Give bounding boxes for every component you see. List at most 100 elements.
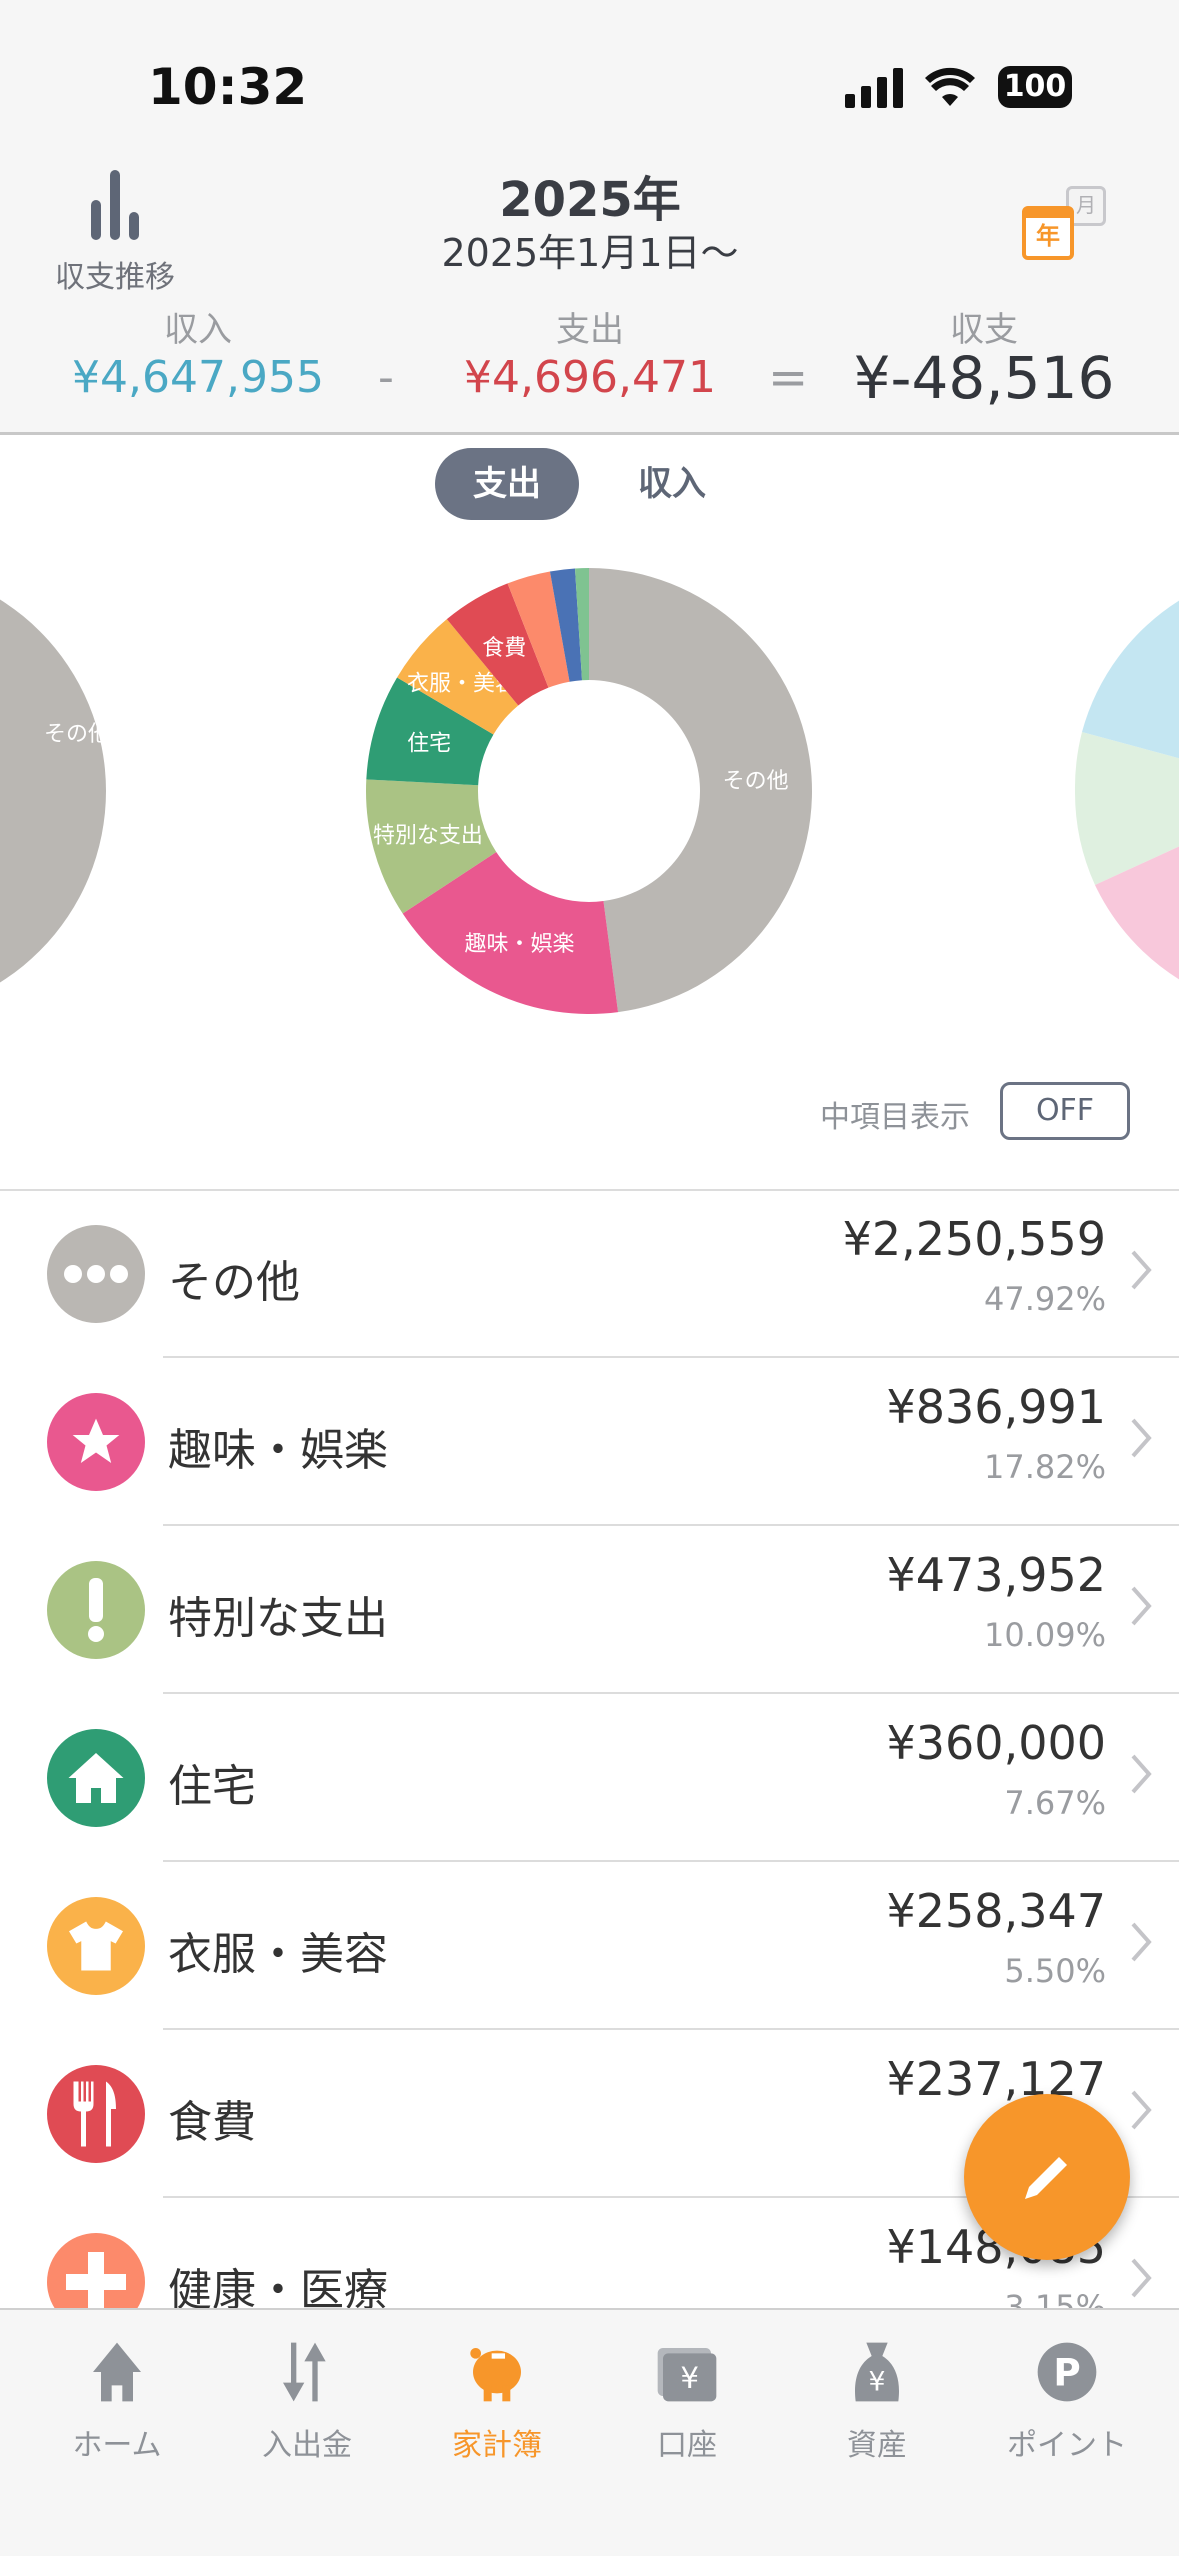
category-name: その他	[168, 1257, 300, 1308]
svg-text:P: P	[1053, 2350, 1080, 2394]
income-value: ¥4,647,955	[72, 352, 324, 403]
chevron-right-icon	[1131, 2258, 1152, 2298]
tab-expense[interactable]: 支出	[435, 448, 579, 520]
donut-slice[interactable]	[574, 568, 589, 681]
svg-text:¥: ¥	[680, 2361, 699, 2395]
calendar-toggle-button[interactable]: 月 年	[1020, 186, 1110, 266]
category-row[interactable]: 特別な支出 ¥473,952 10.09%	[0, 1526, 1179, 1694]
donut-slice[interactable]	[549, 568, 583, 682]
bar-chart-icon	[91, 170, 139, 240]
category-amount: ¥258,347	[886, 1884, 1107, 1938]
tab-income[interactable]: 収入	[638, 464, 706, 504]
nav-item[interactable]: P ポイント	[972, 2340, 1162, 2464]
divider	[163, 1692, 1179, 1694]
category-row[interactable]: 趣味・娯楽 ¥836,991 17.82%	[0, 1358, 1179, 1526]
category-amount: ¥473,952	[886, 1548, 1107, 1602]
category-amount: ¥2,250,559	[842, 1212, 1106, 1266]
transfer-icon	[283, 2342, 326, 2402]
donut-slice[interactable]	[365, 779, 497, 914]
donut-slice[interactable]	[589, 568, 812, 1013]
category-percent: 47.92%	[983, 1280, 1106, 1318]
category-name: 趣味・娯楽	[168, 1425, 388, 1476]
nav-label: ポイント	[1007, 2428, 1127, 2463]
donut-slice[interactable]	[507, 571, 570, 688]
category-name: 衣服・美容	[168, 1929, 388, 1980]
shirt-icon	[47, 1897, 145, 1995]
income-label: 収入	[164, 310, 232, 350]
piggy-bank-icon	[470, 2348, 521, 2402]
points-icon: P	[1037, 2342, 1097, 2402]
category-percent: 7.67%	[1004, 1784, 1106, 1822]
chevron-right-icon	[1131, 1418, 1152, 1458]
trend-label: 収支推移	[55, 260, 175, 295]
header: 10:32 100 収支推移 2025年 2025年1月1日〜 月 年 収入 ¥…	[0, 0, 1179, 435]
donut-slice-label: 特別な支出	[373, 824, 483, 849]
donut-slice[interactable]	[366, 677, 494, 786]
expense-value: ¥4,696,471	[464, 352, 716, 403]
nav-item[interactable]: 家計簿	[402, 2340, 592, 2464]
nav-label: 入出金	[262, 2428, 352, 2463]
svg-text:¥: ¥	[869, 2367, 886, 2398]
category-name: 特別な支出	[168, 1593, 388, 1644]
chevron-right-icon	[1131, 1586, 1152, 1626]
expense-label: 支出	[556, 310, 624, 350]
nav-item[interactable]: ホーム	[22, 2340, 212, 2464]
nav-item[interactable]: ¥ 資産	[782, 2340, 972, 2464]
donut-slice-label: 住宅	[407, 732, 451, 757]
nav-item[interactable]: ¥ 口座	[592, 2340, 782, 2464]
category-percent: 17.82%	[983, 1448, 1106, 1486]
category-amount: ¥360,000	[886, 1716, 1107, 1770]
nav-label: 口座	[657, 2428, 717, 2463]
star-icon	[47, 1393, 145, 1491]
donut-slice[interactable]	[397, 619, 519, 735]
previous-pie	[0, 599, 106, 983]
battery-icon: 100	[998, 66, 1072, 108]
category-row[interactable]: その他 ¥2,250,559 47.92%	[0, 1190, 1179, 1358]
account-icon: ¥	[657, 2348, 717, 2402]
chevron-right-icon	[1131, 1922, 1152, 1962]
nav-label: 資産	[847, 2428, 907, 2463]
divider	[163, 1356, 1179, 1358]
donut-slice[interactable]	[446, 583, 549, 706]
divider	[163, 1860, 1179, 1862]
donut-slice-label: 食費	[482, 636, 526, 661]
chevron-right-icon	[1131, 2090, 1152, 2130]
fork-knife-icon	[47, 2065, 145, 2163]
house-icon	[47, 1729, 145, 1827]
balance-value: ¥-48,516	[853, 344, 1115, 412]
chevron-right-icon	[1131, 1250, 1152, 1290]
sub-items-toggle[interactable]: OFF	[1000, 1082, 1130, 1140]
next-pie	[1074, 600, 1179, 980]
category-name: 住宅	[168, 1761, 256, 1812]
category-amount: ¥836,991	[886, 1380, 1107, 1434]
more-icon	[47, 1225, 145, 1323]
divider	[0, 1189, 1179, 1191]
exclamation-icon	[47, 1561, 145, 1659]
divider	[163, 2196, 1179, 2198]
chevron-right-icon	[1131, 1754, 1152, 1794]
donut-slice[interactable]	[402, 851, 619, 1014]
category-row[interactable]: 衣服・美容 ¥258,347 5.50%	[0, 1862, 1179, 2030]
home-icon	[93, 2342, 141, 2402]
divider	[163, 1524, 1179, 1526]
minus-sign: -	[378, 352, 394, 403]
add-entry-button[interactable]	[964, 2094, 1130, 2260]
category-name: 食費	[168, 2097, 256, 2148]
nav-item[interactable]: 入出金	[212, 2340, 402, 2464]
bottom-nav: ホーム 入出金 家計簿 ¥ 口座 ¥ 資産 P ポイント	[0, 2308, 1179, 2556]
balance-label: 収支	[950, 310, 1018, 350]
nav-label: 家計簿	[452, 2428, 542, 2463]
period-subtitle[interactable]: 2025年1月1日〜	[441, 231, 739, 275]
status-time: 10:32	[148, 58, 308, 116]
nav-label: ホーム	[72, 2428, 162, 2463]
category-percent: 5.50%	[1004, 1952, 1106, 1990]
trend-button[interactable]: 収支推移	[30, 160, 200, 296]
equals-sign: =	[768, 350, 809, 406]
money-bag-icon: ¥	[855, 2342, 899, 2402]
donut-slice-label: 趣味・娯楽	[465, 932, 575, 957]
sub-items-label: 中項目表示	[820, 1100, 970, 1135]
category-row[interactable]: 住宅 ¥360,000 7.67%	[0, 1694, 1179, 1862]
category-name: 健康・医療	[168, 2265, 388, 2316]
